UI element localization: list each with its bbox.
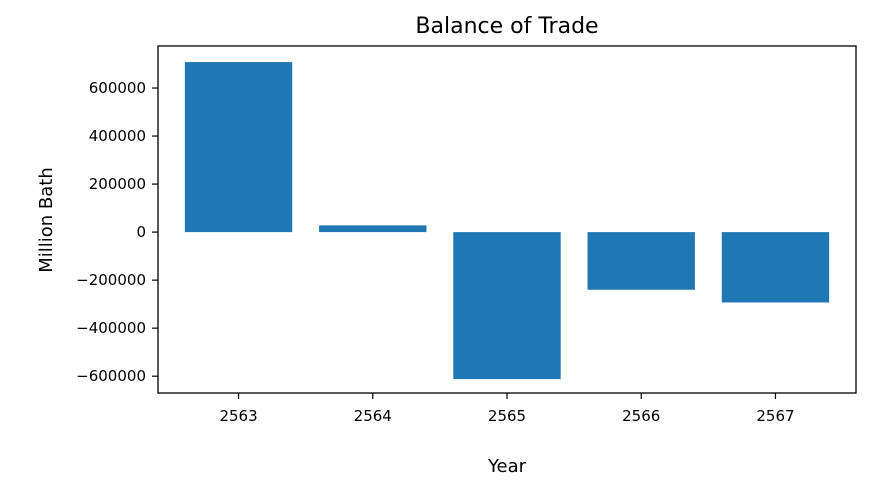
y-tick-label--600000: −600000: [76, 367, 146, 385]
x-axis-label: Year: [487, 456, 527, 477]
chart-title: Balance of Trade: [415, 14, 598, 39]
y-tick-label-600000: 600000: [89, 79, 146, 97]
y-tick-label--200000: −200000: [76, 271, 146, 289]
bar-2564: [319, 225, 427, 233]
y-tick-label--400000: −400000: [76, 319, 146, 337]
bar-2567: [721, 232, 830, 303]
y-axis-label: Million Bath: [36, 167, 57, 273]
plot-frame: [157, 45, 857, 394]
y-tick-label-200000: 200000: [89, 175, 146, 193]
x-tick-label-2567: 2567: [756, 407, 794, 425]
x-tick-label-2564: 2564: [354, 407, 392, 425]
y-tick-label-400000: 400000: [89, 127, 146, 145]
y-tick-label-0: 0: [136, 223, 146, 241]
x-tick-label-2566: 2566: [622, 407, 660, 425]
bar-2565: [453, 232, 561, 380]
bar-2566: [587, 232, 695, 290]
y-axis-ticks: −600000 −400000 −200000 0 200000 400000 600000: [76, 79, 158, 385]
x-tick-label-2565: 2565: [488, 407, 526, 425]
x-tick-label-2563: 2563: [219, 407, 257, 425]
x-axis-ticks: 2563 2564 2565 2566 2567: [219, 393, 795, 425]
bars-group: [184, 62, 830, 380]
bar-2563: [184, 62, 293, 233]
